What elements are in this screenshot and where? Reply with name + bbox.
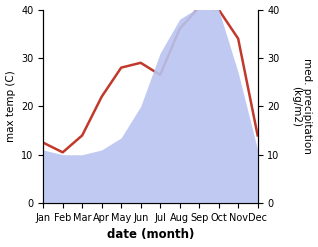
- X-axis label: date (month): date (month): [107, 228, 194, 242]
- Y-axis label: max temp (C): max temp (C): [5, 70, 16, 142]
- Y-axis label: med. precipitation
(kg/m2): med. precipitation (kg/m2): [291, 59, 313, 154]
